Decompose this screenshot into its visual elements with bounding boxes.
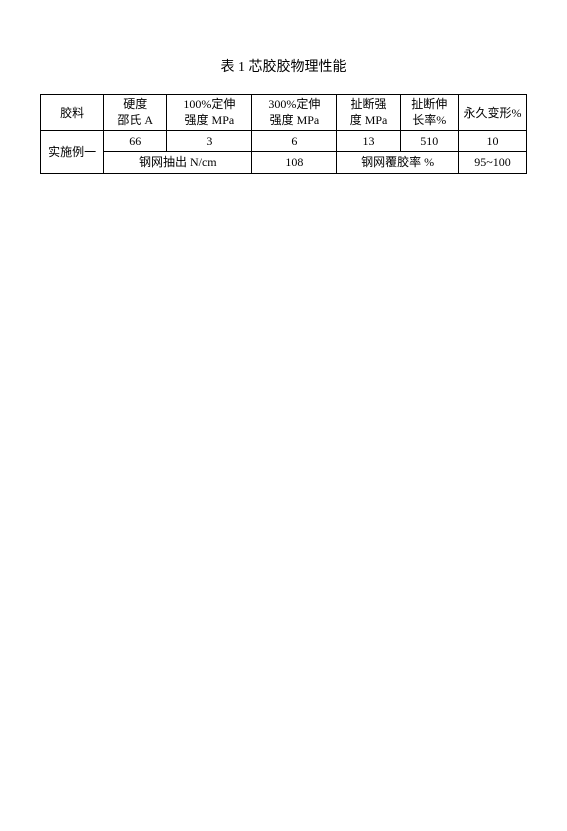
table-container: 胶料 硬度 邵氏 A 100%定伸 强度 MPa 300%定伸 强度 MPa 扯… [0, 94, 567, 174]
header-300-modulus: 300%定伸 强度 MPa [252, 95, 337, 131]
cell-tensile: 13 [337, 131, 400, 152]
cell-300-modulus: 6 [252, 131, 337, 152]
cell-permanent-set: 10 [458, 131, 526, 152]
header-hardness-l1: 硬度 [123, 97, 147, 111]
header-elong-l2: 长率% [412, 113, 446, 127]
cell-100-modulus: 3 [167, 131, 252, 152]
header-material: 胶料 [41, 95, 104, 131]
table-header-row: 胶料 硬度 邵氏 A 100%定伸 强度 MPa 300%定伸 强度 MPa 扯… [41, 95, 527, 131]
cell-elongation: 510 [400, 131, 458, 152]
header-100-l2: 强度 MPa [185, 113, 235, 127]
header-tensile-l1: 扯断强 [351, 97, 387, 111]
table-row: 钢网抽出 N/cm 108 钢网覆胶率 % 95~100 [41, 152, 527, 173]
header-100-modulus: 100%定伸 强度 MPa [167, 95, 252, 131]
cell-coverage-label: 钢网覆胶率 % [337, 152, 458, 173]
header-100-l1: 100%定伸 [183, 97, 235, 111]
properties-table: 胶料 硬度 邵氏 A 100%定伸 强度 MPa 300%定伸 强度 MPa 扯… [40, 94, 527, 174]
header-hardness-l2: 邵氏 A [117, 113, 153, 127]
cell-pullout-label: 钢网抽出 N/cm [104, 152, 252, 173]
table-row: 实施例一 66 3 6 13 510 10 [41, 131, 527, 152]
header-tensile: 扯断强 度 MPa [337, 95, 400, 131]
cell-coverage-value: 95~100 [458, 152, 526, 173]
header-300-l1: 300%定伸 [268, 97, 320, 111]
header-tensile-l2: 度 MPa [350, 113, 388, 127]
cell-hardness: 66 [104, 131, 167, 152]
cell-pullout-value: 108 [252, 152, 337, 173]
header-elong-l1: 扯断伸 [411, 97, 447, 111]
cell-example-name: 实施例一 [41, 131, 104, 173]
header-300-l2: 强度 MPa [270, 113, 320, 127]
header-permanent-set: 永久变形% [458, 95, 526, 131]
header-elongation: 扯断伸 长率% [400, 95, 458, 131]
header-hardness: 硬度 邵氏 A [104, 95, 167, 131]
table-caption: 表 1 芯胶胶物理性能 [0, 0, 567, 94]
